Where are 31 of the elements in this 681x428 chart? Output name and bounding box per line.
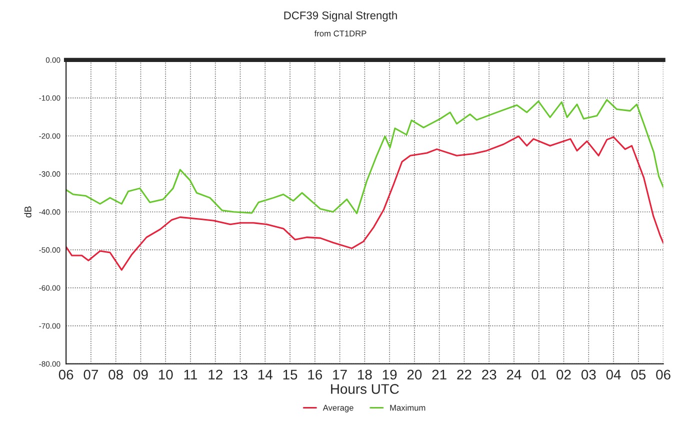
x-tick-label: 24 xyxy=(506,370,522,380)
x-tick-label: 10 xyxy=(158,370,173,380)
x-tick-label: 14 xyxy=(258,370,272,380)
x-tick-label: 08 xyxy=(108,370,123,380)
x-tick-label: 09 xyxy=(134,370,148,380)
x-tick-label: 04 xyxy=(606,370,621,380)
x-tick-label: 16 xyxy=(308,370,322,380)
x-tick-label: 19 xyxy=(382,370,397,380)
x-tick-label: 17 xyxy=(333,370,347,380)
x-tick-label: 23 xyxy=(482,370,496,380)
x-tick-label: 22 xyxy=(457,370,472,380)
x-tick-label: 01 xyxy=(532,370,546,380)
x-tick-label: 11 xyxy=(184,370,198,380)
y-axis-title: dB xyxy=(24,206,32,218)
x-tick-label: 12 xyxy=(208,370,222,380)
x-tick-label: 21 xyxy=(432,370,446,380)
x-tick-label: 06 xyxy=(58,370,74,380)
chart-title: DCF39 Signal Strength xyxy=(284,11,397,22)
x-tick-label: 07 xyxy=(84,370,98,380)
x-tick-label: 18 xyxy=(358,370,372,380)
chart-subtitle: from CT1DRP xyxy=(314,30,366,36)
legend-label: Average xyxy=(322,404,354,412)
legend-label: Maximum xyxy=(390,404,426,411)
x-tick-label: 03 xyxy=(581,370,596,380)
x-tick-label: 05 xyxy=(631,370,646,380)
x-tick-label: 15 xyxy=(283,370,298,380)
x-axis-title: Hours UTC xyxy=(331,384,399,394)
x-tick-label: 02 xyxy=(556,370,571,380)
x-tick-label: 06 xyxy=(656,370,670,380)
x-tick-label: 13 xyxy=(234,370,248,380)
x-tick-label: 20 xyxy=(407,370,422,380)
